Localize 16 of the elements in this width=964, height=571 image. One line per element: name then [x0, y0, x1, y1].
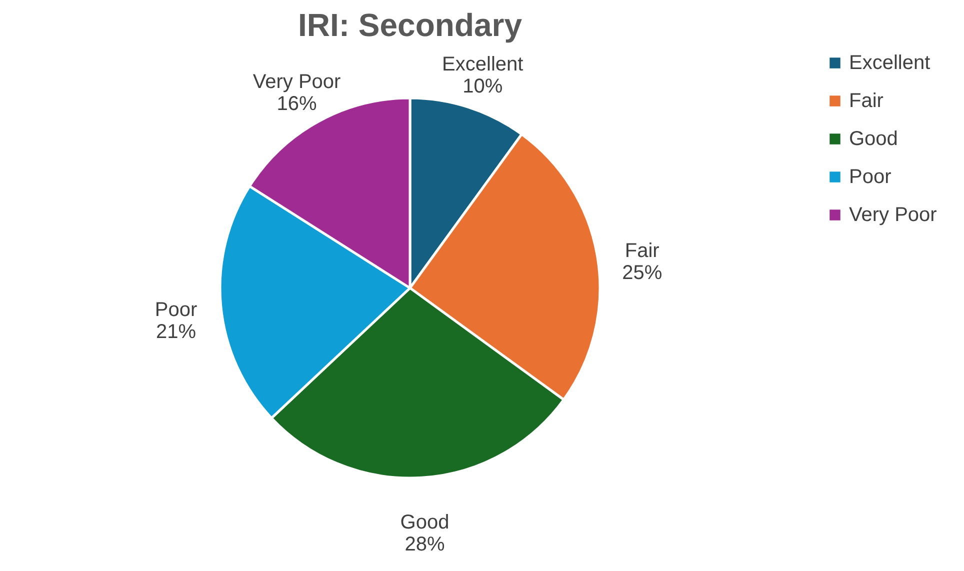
slice-label: Fair: [624, 240, 660, 262]
data-label: 16%: [276, 93, 318, 116]
legend-label: Good: [849, 128, 898, 150]
legend-label: Poor: [849, 166, 892, 188]
legend-label: Very Poor: [849, 204, 938, 226]
legend-label: Excellent: [849, 52, 931, 74]
data-label: 28%: [404, 534, 445, 556]
chart-title: IRI: Secondary: [298, 7, 522, 43]
slice-label: Very Poor: [252, 71, 342, 94]
data-label: 25%: [622, 262, 662, 284]
slice-label: Poor: [154, 299, 198, 322]
data-label: 21%: [156, 321, 196, 344]
legend-label: Fair: [849, 90, 884, 112]
slice-label: Good: [400, 512, 450, 534]
slice-label: Excellent: [442, 54, 524, 76]
data-label: 10%: [462, 76, 503, 98]
